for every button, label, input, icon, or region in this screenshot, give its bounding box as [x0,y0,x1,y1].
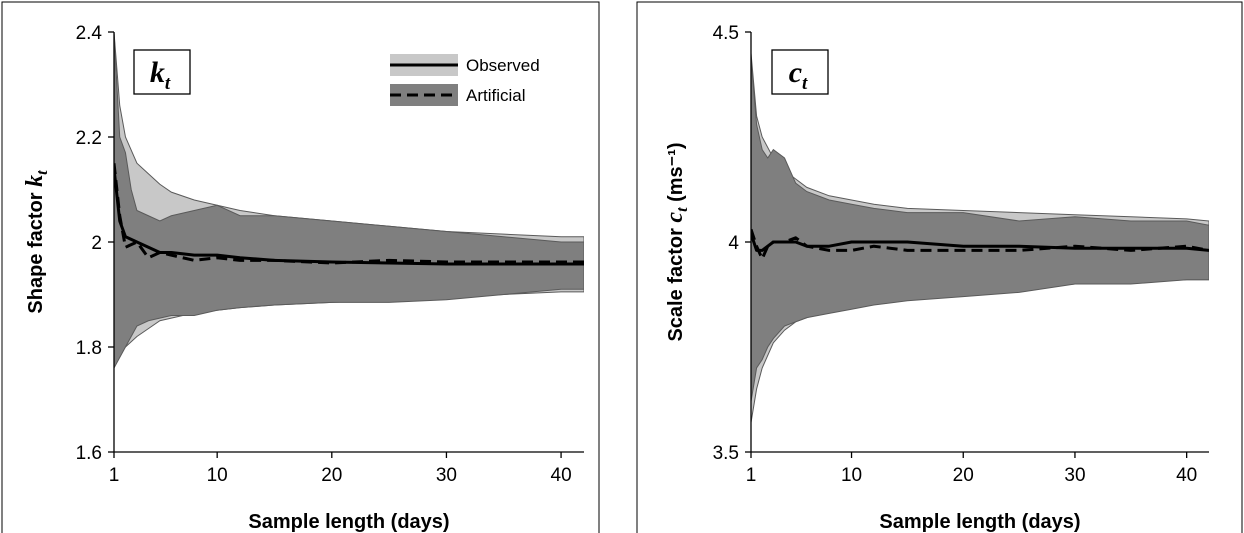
x-tick-label: 30 [1064,465,1085,486]
x-tick-label: 20 [321,465,342,486]
panel-label-symbol: c [789,56,802,89]
y-axis-label-symbol: k [22,175,48,187]
y-axis-label-text: Shape factor [25,187,47,314]
artificial-line [114,163,584,265]
y-tick-label: 4.5 [713,23,739,44]
x-axis-label: Sample length (days) [248,511,449,533]
artificial-band [751,57,1209,402]
panel-label-subscript: t [802,73,808,94]
y-tick-label: 2 [91,233,102,254]
y-tick-label: 2.2 [76,128,102,149]
y-tick-label: 1.6 [76,443,102,464]
x-tick-label: 40 [551,465,572,486]
y-tick-label: 3.5 [713,443,739,464]
left-panel-frame [1,1,600,533]
x-tick-label: 1 [109,465,120,486]
panel-label-box [133,49,191,95]
y-tick-label: 2.4 [76,23,103,44]
y-axis-label-unit: (ms⁻¹) [665,142,687,207]
x-tick-label: 40 [1176,465,1197,486]
y-tick-label: 4 [728,233,739,254]
x-axis-label: Sample length (days) [879,511,1080,533]
x-tick-label: 1 [746,465,757,486]
panel-label-box [771,49,829,95]
y-axis-label-symbol: c [662,212,688,223]
x-tick-label: 10 [841,465,862,486]
x-tick-label: 10 [207,465,228,486]
y-axis-label: Scale factor ct (ms⁻¹) [662,142,691,341]
right-chart: 3.5 4 4.5 1 10 20 30 40 Sample length (days) Scal… [662,23,1209,533]
observed-line [114,168,584,266]
panel-label: ct [789,56,808,94]
panel-label: kt [150,56,171,94]
artificial-line [751,228,1209,261]
y-tick-label: 1.8 [76,338,102,359]
panel-label-symbol: k [150,56,165,89]
left-chart: 1.6 1.8 2 2.2 2.4 1 10 20 30 40 Sample length (day… [22,23,584,533]
panel-label-subscript: t [165,73,171,94]
plot-area [114,32,584,369]
y-axis-label-subscript: t [674,207,691,212]
x-tick-label: 30 [436,465,457,486]
plot-area [751,52,1209,423]
artificial-band [114,32,584,369]
y-axis-label-subscript: t [34,170,51,175]
right-panel-frame [636,1,1243,533]
legend-label: Artificial [466,86,526,105]
x-tick-label: 20 [953,465,974,486]
legend-label: Observed [466,56,540,75]
y-axis-label-text: Scale factor [665,223,687,342]
y-axis-label: Shape factor kt [22,170,51,314]
